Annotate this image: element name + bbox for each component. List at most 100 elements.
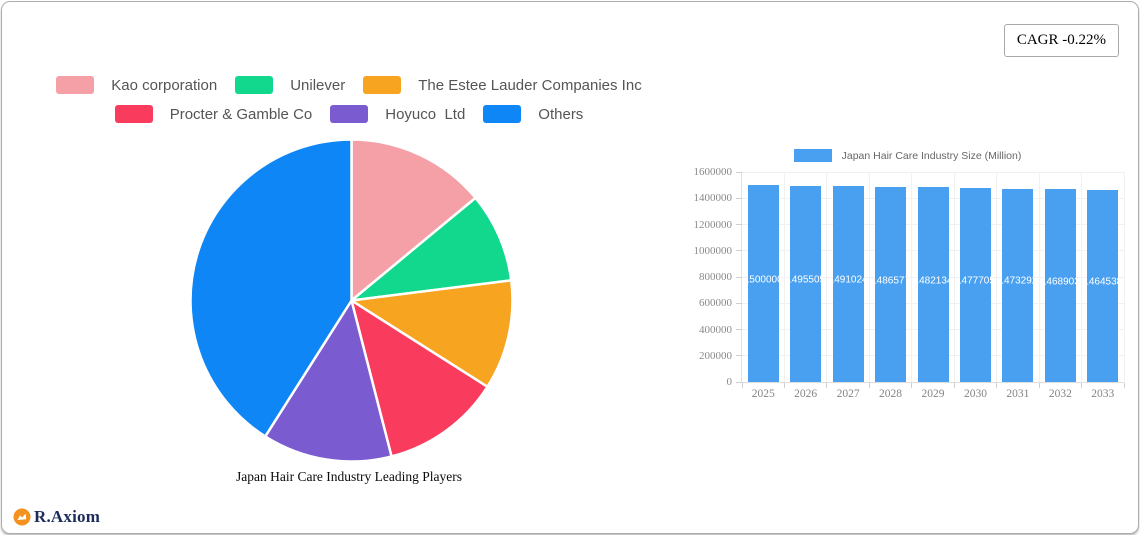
legend-swatch	[363, 76, 402, 94]
x-gridline	[1081, 172, 1083, 382]
x-axis-tick	[953, 383, 955, 388]
y-axis-tick	[736, 276, 742, 278]
y-axis-label: 1200000	[693, 218, 733, 231]
bar-2025[interactable]: 1500000	[747, 185, 779, 382]
pie-legend-row: Procter & Gamble Co Hoyuco Ltd Others	[114, 105, 583, 123]
pie-slice-kao-corporation[interactable]	[350, 138, 477, 302]
y-axis-tick	[736, 197, 742, 199]
x-axis-label: 2027	[836, 388, 860, 400]
legend-item-the-estee-lauder-companies-inc[interactable]: The Estee Lauder Companies Inc	[363, 76, 642, 94]
bar-value-label: 1486577	[875, 275, 906, 287]
pie-slice-others[interactable]	[189, 138, 353, 438]
x-gridline	[783, 172, 785, 382]
legend-item-hoyuco-ltd[interactable]: Hoyuco Ltd	[330, 105, 465, 123]
bar-legend-label: Japan Hair Care Industry Size (Million)	[841, 149, 1022, 162]
x-axis-label: 2033	[1091, 388, 1115, 400]
x-axis-tick	[911, 383, 913, 388]
bar-2029[interactable]: 1482134	[917, 187, 949, 382]
cagr-badge: CAGR -0.22%	[1003, 24, 1119, 57]
y-axis-tick	[736, 381, 742, 383]
x-axis-tick	[1038, 383, 1040, 388]
pie-slice-hoyuco-ltd[interactable]	[263, 299, 393, 463]
y-axis-tick	[736, 224, 742, 225]
area-chart-logo-icon	[13, 508, 31, 526]
bar-value-label: 1464538	[1087, 276, 1118, 288]
x-gridline	[996, 172, 998, 382]
legend-item-kao-corporation[interactable]: Kao corporation	[56, 76, 217, 94]
pie-slice-unilever[interactable]	[350, 196, 513, 302]
pie-legend-row: Kao corporation Unilever The Estee Lauder …	[56, 76, 642, 94]
bar-2033[interactable]: 1464538	[1087, 189, 1119, 382]
x-gridline	[911, 172, 913, 382]
bar-chart-legend[interactable]: Japan Hair Care Industry Size (Million)	[692, 149, 1123, 162]
x-axis-tick	[826, 383, 828, 388]
bar-value-label: 1473292	[1002, 275, 1033, 287]
legend-label: Hoyuco Ltd	[385, 105, 466, 123]
pie-chart-svg	[189, 138, 514, 463]
bar-value-label: 1491024	[833, 274, 864, 286]
x-axis-tick	[868, 383, 870, 388]
bar-2031[interactable]: 1473292	[1002, 188, 1034, 382]
brand-logo-text: R.Axiom	[34, 507, 101, 526]
x-gridline	[1123, 172, 1125, 382]
x-gridline	[826, 172, 828, 382]
x-gridline	[868, 172, 870, 382]
bar-2026[interactable]: 1495505	[790, 185, 822, 382]
legend-item-procter-gamble-co[interactable]: Procter & Gamble Co	[114, 105, 313, 123]
y-axis-label: 200000	[699, 349, 732, 362]
y-axis-label: 400000	[699, 323, 732, 336]
bar-2032[interactable]: 1468903	[1044, 189, 1076, 382]
legend-swatch	[235, 76, 274, 94]
legend-swatch	[483, 105, 522, 123]
y-axis-tick	[736, 329, 742, 330]
legend-item-others[interactable]: Others	[483, 105, 583, 123]
legend-swatch	[56, 76, 95, 94]
legend-swatch	[114, 105, 153, 123]
legend-label: The Estee Lauder Companies Inc	[418, 76, 642, 94]
bar-legend-swatch	[793, 149, 832, 162]
x-axis-label: 2026	[794, 388, 818, 400]
x-gridline	[1038, 172, 1040, 382]
x-axis-label: 2028	[879, 388, 903, 400]
x-axis-label: 2031	[1006, 388, 1030, 400]
x-axis-tick	[1081, 383, 1083, 388]
x-axis-label: 2030	[963, 388, 987, 400]
y-axis-tick	[736, 171, 742, 173]
bar-2027[interactable]: 1491024	[832, 186, 864, 382]
legend-label: Procter & Gamble Co	[169, 105, 313, 123]
bar-value-label: 1468903	[1045, 276, 1076, 288]
legend-label: Unilever	[290, 76, 346, 94]
y-axis-label: 1400000	[693, 192, 733, 205]
legend-label: Kao corporation	[111, 76, 218, 94]
pie-chart-title: Japan Hair Care Industry Leading Players	[235, 469, 463, 484]
x-axis-tick	[1123, 383, 1125, 388]
x-axis-tick	[741, 383, 743, 388]
bar-chart-plot-area: 0 200000 400000 600000 800000 1000000 1200000 1…	[694, 166, 1125, 400]
bar-value-label: 1495505	[790, 274, 821, 286]
y-gridline	[742, 171, 1124, 173]
y-axis-tick	[736, 302, 742, 304]
pie-legend: Kao corporation Unilever The Estee Lauder …	[2, 76, 696, 123]
bar-value-label: 1482134	[918, 275, 949, 287]
x-axis-tick	[783, 383, 785, 388]
x-axis-label: 2025	[751, 388, 775, 400]
brand-logo: R.Axiom	[13, 507, 100, 527]
y-axis-label: 600000	[699, 297, 732, 310]
y-axis-label: 1000000	[693, 244, 733, 257]
pie-slice-procter-gamble-co[interactable]	[350, 299, 489, 458]
y-axis-label: 800000	[699, 271, 732, 283]
x-axis-tick	[996, 383, 998, 388]
y-axis-label: 0	[726, 376, 733, 388]
pie-slice-the-estee-lauder-companies-inc[interactable]	[350, 279, 514, 389]
bar-2028[interactable]: 1486577	[875, 186, 907, 382]
bar-2030[interactable]: 1477705	[959, 188, 991, 382]
x-gridline	[953, 172, 955, 382]
legend-item-unilever[interactable]: Unilever	[235, 76, 345, 94]
bar-value-label: 1500000	[748, 274, 779, 286]
legend-label: Others	[538, 105, 584, 123]
y-axis-tick	[736, 355, 742, 357]
pie-chart	[188, 137, 515, 464]
bar-value-label: 1477705	[960, 275, 991, 287]
legend-swatch	[330, 105, 369, 123]
